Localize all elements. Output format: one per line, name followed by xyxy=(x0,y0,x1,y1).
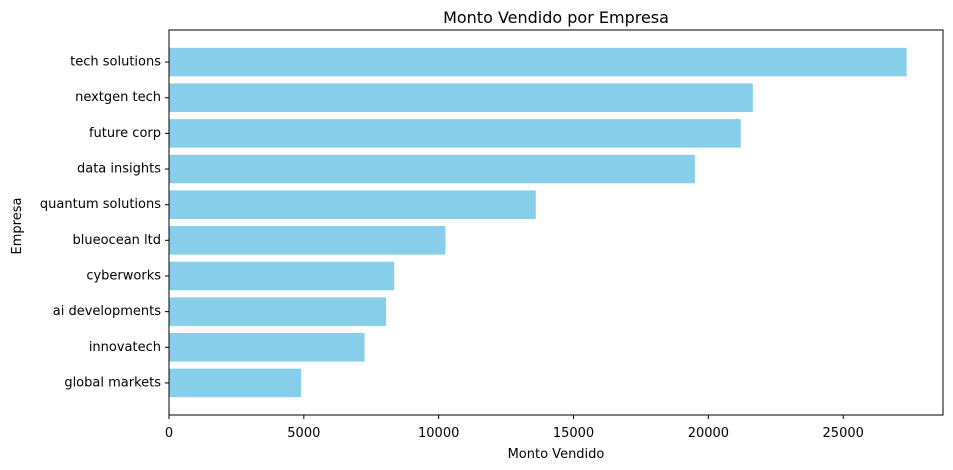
y-tick-label: future corp xyxy=(89,126,161,141)
bar-innovatech xyxy=(169,333,365,362)
bar-data-insights xyxy=(169,154,695,184)
y-axis: tech solutions nextgen tech future corp dat… xyxy=(40,55,169,390)
bar-cyberworks xyxy=(169,261,395,291)
y-tick-label: data insights xyxy=(77,162,161,177)
x-tick-label: 25000 xyxy=(823,426,864,441)
bar-tech-solutions xyxy=(169,47,907,77)
y-tick-label: nextgen tech xyxy=(75,90,161,105)
x-tick-label: 10000 xyxy=(418,426,459,441)
y-tick-label: cyberworks xyxy=(86,268,161,283)
y-axis-label: Empresa xyxy=(10,198,25,255)
x-tick-label: 5000 xyxy=(287,426,320,441)
bar-quantum-solutions xyxy=(169,190,536,219)
y-tick-label: blueocean ltd xyxy=(73,233,162,248)
bar-future-corp xyxy=(169,119,741,148)
y-tick-label: global markets xyxy=(64,375,161,390)
y-tick-label: ai developments xyxy=(53,304,161,319)
bar-blueocean-ltd xyxy=(169,226,446,255)
bars-group xyxy=(169,47,907,398)
chart-title: Monto Vendido por Empresa xyxy=(443,8,669,27)
x-axis: 0 5000 10000 15000 20000 25000 xyxy=(165,415,864,441)
x-tick-label: 15000 xyxy=(553,426,594,441)
x-axis-label: Monto Vendido xyxy=(508,447,605,462)
y-tick-label: tech solutions xyxy=(70,55,161,70)
bar-global-markets xyxy=(169,368,302,398)
x-tick-label: 20000 xyxy=(688,426,729,441)
bar-nextgen-tech xyxy=(169,83,753,112)
plot-frame xyxy=(168,29,944,416)
x-tick-label: 0 xyxy=(165,426,173,441)
bar-ai-developments xyxy=(169,297,387,326)
y-tick-label: innovatech xyxy=(89,340,161,355)
y-tick-label: quantum solutions xyxy=(40,197,161,212)
